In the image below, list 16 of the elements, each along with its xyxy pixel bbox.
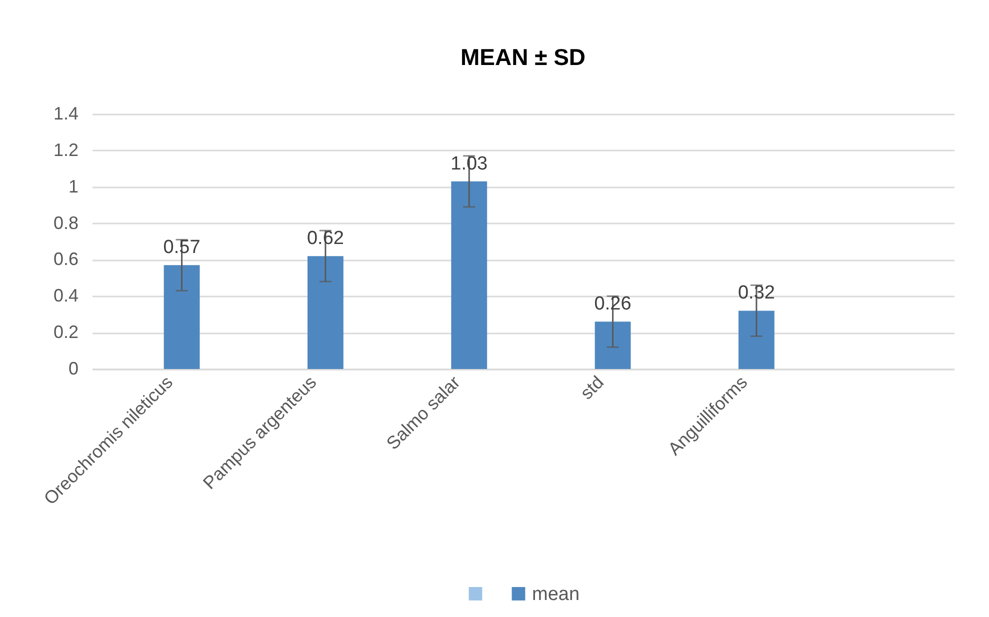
chart-title: MEAN ± SD xyxy=(460,44,586,70)
bar xyxy=(308,256,344,369)
legend-label: mean xyxy=(532,584,580,605)
y-tick-label: 1 xyxy=(68,176,78,196)
y-tick-label: 1.2 xyxy=(53,140,78,160)
bar xyxy=(451,181,488,369)
y-tick-label: 0.6 xyxy=(53,249,78,270)
y-tick-label: 1.4 xyxy=(53,104,78,124)
x-tick-label: std xyxy=(576,372,608,404)
bar xyxy=(738,310,774,369)
y-tick-label: 0 xyxy=(68,358,78,378)
y-tick-label: 0.4 xyxy=(53,286,78,306)
bar xyxy=(164,265,200,369)
bar xyxy=(594,322,631,369)
y-tick-label: 0.8 xyxy=(53,212,78,233)
y-tick-label: 0.2 xyxy=(53,322,78,342)
